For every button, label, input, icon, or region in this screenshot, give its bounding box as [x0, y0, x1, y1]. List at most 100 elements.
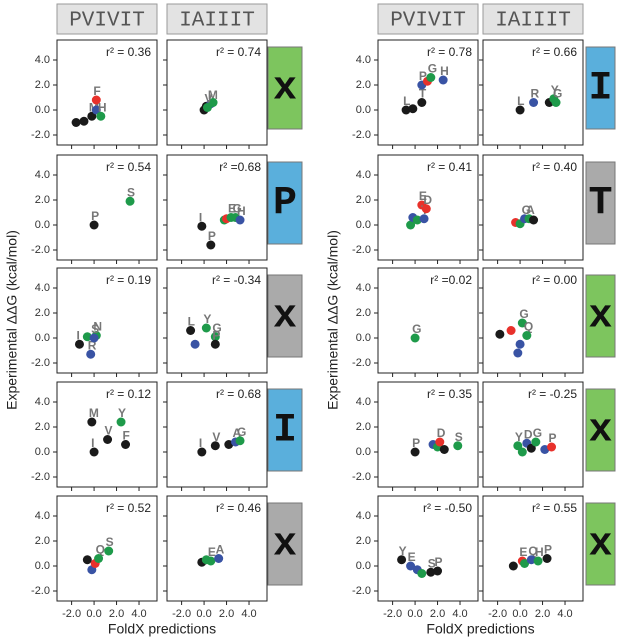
point-label: F	[123, 429, 130, 443]
y-tick-label: -2.0	[31, 129, 50, 141]
scatter-panel: -2.0 0.0 2.0 4.0 r² = 0.35 P D S	[352, 381, 479, 491]
r-squared: r² = 0.74	[216, 45, 261, 59]
point-label: G	[428, 62, 437, 76]
y-tick-label: 2.0	[356, 421, 371, 433]
y-tick-label: 0.0	[35, 332, 50, 344]
scatter-panel: -2.0 0.0 2.0 4.0 r² =0.02 G	[352, 267, 479, 377]
column-header: PVIVIT	[69, 10, 145, 33]
y-tick-label: 4.0	[356, 282, 371, 294]
y-tick-label: 0.0	[356, 332, 371, 344]
point	[103, 435, 113, 444]
row-label-box	[267, 46, 303, 130]
point-label: Y	[515, 430, 523, 444]
point-label: S	[91, 322, 99, 336]
point-label: P	[544, 543, 552, 557]
x-tick-label: 0.0	[196, 608, 211, 620]
y-tick-label: 4.0	[356, 169, 371, 181]
plot-frame	[166, 154, 268, 261]
scatter-panel: -2.00.02.04.0r² = 0.41ETD	[352, 154, 479, 264]
row-label: x	[273, 295, 297, 340]
point	[513, 441, 523, 451]
point	[426, 73, 436, 82]
y-tick-label: 0.0	[356, 219, 371, 231]
column-header-box	[377, 3, 479, 35]
point-label: S	[106, 535, 114, 549]
x-tick-label: 4.0	[452, 608, 467, 620]
y-tick-label: -2.0	[31, 357, 50, 369]
point	[186, 326, 196, 335]
r-squared: r² = 0.68	[216, 387, 261, 401]
point	[495, 329, 505, 339]
point-label: P	[212, 328, 220, 342]
y-tick-label: -2.0	[352, 585, 371, 597]
row-label: x	[588, 409, 612, 454]
point	[522, 331, 532, 340]
point-label: T	[419, 87, 427, 101]
y-tick-label: -2.0	[31, 585, 50, 597]
r-squared: r² = 0.19	[106, 273, 151, 287]
point-label: P	[435, 555, 443, 569]
point	[426, 567, 436, 577]
plot-frame	[166, 381, 268, 488]
y-axis-label: Experimental ΔΔG (kcal/mol)	[325, 230, 341, 410]
point-label: D	[437, 426, 446, 440]
column-header-box	[56, 3, 158, 35]
point	[529, 98, 539, 107]
point	[206, 240, 216, 250]
scatter-panel: -2.0 0.0 2.0 4.0 r² = 0.46 E A	[163, 495, 268, 620]
point	[71, 118, 81, 127]
plot-frame	[166, 495, 268, 602]
y-tick-label: -2.0	[31, 244, 50, 256]
point	[210, 339, 220, 349]
r-squared: r² =0.02	[430, 273, 472, 287]
point-label: V	[105, 424, 113, 438]
row-label-box	[585, 161, 616, 245]
point-label: E	[419, 189, 427, 203]
point-label: E	[208, 545, 216, 559]
plot-frame	[482, 267, 584, 374]
row-label-box	[267, 274, 303, 358]
column-header: IAIIIT	[495, 10, 571, 33]
point	[87, 417, 97, 427]
row-label-box	[267, 502, 303, 586]
plot-frame	[482, 381, 584, 488]
point	[82, 332, 92, 342]
plot-frame	[482, 154, 584, 261]
point-label: V	[204, 92, 212, 106]
point	[104, 546, 114, 556]
plot-frame	[482, 39, 584, 146]
r-squared: r² = -0.25	[528, 387, 577, 401]
point	[453, 441, 463, 451]
point-label: L	[403, 94, 410, 108]
r-squared: r² = 0.78	[427, 45, 472, 59]
point-label: H	[98, 100, 107, 114]
row-label-box	[585, 502, 616, 586]
point	[419, 214, 429, 224]
x-axis-label: FoldX predictions	[108, 621, 216, 637]
scatter-panel: r² = -0.25 Y D G P	[479, 381, 584, 491]
r-squared: r² = 0.55	[532, 501, 577, 515]
y-tick-label: 2.0	[356, 194, 371, 206]
point-label: G	[212, 321, 221, 335]
row-label: I	[273, 409, 297, 454]
point	[506, 326, 516, 335]
x-tick-label: 0.0	[512, 608, 527, 620]
y-tick-label: 0.0	[356, 446, 371, 458]
point	[91, 105, 101, 115]
point	[547, 442, 557, 452]
y-tick-label: -2.0	[352, 244, 371, 256]
point-label: G	[233, 202, 242, 216]
point-label: P	[208, 229, 216, 243]
point	[513, 348, 523, 358]
r-squared: r² = 0.41	[427, 160, 472, 174]
y-tick-label: 2.0	[35, 79, 50, 91]
y-tick-label: 4.0	[35, 510, 50, 522]
scatter-panel: r² = 0.74 MV	[163, 39, 268, 149]
point-label: Y	[203, 312, 211, 326]
point-label: G	[553, 87, 562, 101]
r-squared: r² = -0.50	[423, 501, 472, 515]
plot-frame	[377, 267, 479, 374]
plot-frame	[377, 39, 479, 146]
